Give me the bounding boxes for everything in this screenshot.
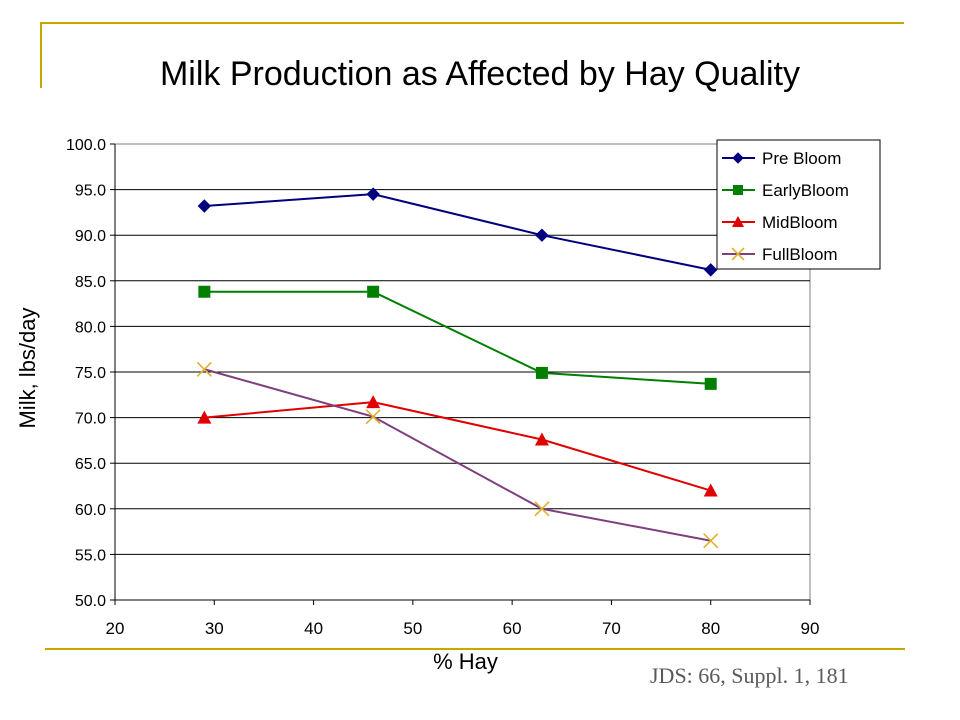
data-point-fullbloom (703, 533, 719, 549)
x-tick-label: 70 (602, 619, 621, 638)
x-marker-stroke (731, 247, 745, 261)
x-tick-label: 40 (304, 619, 323, 638)
x-tick-label: 60 (503, 619, 522, 638)
legend-item-earlybloom: EarlyBloom (722, 181, 849, 200)
data-point-earlybloom (367, 285, 380, 298)
x-tick-label: 50 (403, 619, 422, 638)
frame-bottom-line (45, 648, 905, 650)
y-tick-label: 90.0 (75, 228, 106, 245)
data-point-fullbloom (196, 361, 212, 377)
y-tick-label: 85.0 (75, 274, 106, 291)
data-point-earlybloom (535, 366, 548, 379)
data-point-midbloom (366, 395, 381, 409)
x-tick-label: 90 (801, 619, 820, 638)
frame-top-line (40, 22, 904, 24)
legend-label: MidBloom (762, 213, 838, 232)
legend-item-fullbloom: FullBloom (722, 245, 838, 264)
y-tick-label: 60.0 (75, 502, 106, 519)
legend-swatch-marker (733, 185, 743, 195)
x-tick-label: 20 (106, 619, 125, 638)
x-marker-stroke (365, 409, 381, 425)
slide-title: Milk Production as Affected by Hay Quali… (159, 55, 800, 93)
legend-swatch-marker (732, 216, 744, 227)
data-point-pre-bloom (704, 263, 718, 277)
series-pre-bloom (197, 187, 718, 277)
x-marker-stroke (196, 361, 212, 377)
citation-text: JDS: 66, Suppl. 1, 181 (650, 663, 849, 688)
data-point-midbloom (197, 410, 212, 424)
legend-item-pre-bloom: Pre Bloom (722, 149, 841, 168)
x-tick-label: 30 (205, 619, 224, 638)
x-tick-label: 80 (701, 619, 720, 638)
series-line-earlybloom (204, 290, 711, 385)
y-tick-label: 50.0 (75, 593, 106, 610)
legend-swatch-marker (732, 152, 744, 164)
data-point-earlybloom (198, 285, 211, 298)
legend-label: Pre Bloom (762, 149, 841, 168)
legend-swatch-marker (731, 247, 745, 261)
y-tick-label: 65.0 (75, 456, 106, 473)
y-tick-label: 70.0 (75, 411, 106, 428)
series-midbloom (197, 395, 718, 497)
data-point-midbloom (534, 432, 549, 446)
legend-item-midbloom: MidBloom (722, 213, 838, 232)
series-fullbloom (196, 361, 719, 549)
x-axis-title: % Hay (433, 649, 498, 674)
y-tick-label: 80.0 (75, 319, 106, 336)
data-point-pre-bloom (535, 228, 549, 242)
data-point-pre-bloom (366, 187, 380, 201)
series-earlybloom (198, 285, 717, 390)
data-point-earlybloom (704, 377, 717, 390)
y-tick-label: 95.0 (75, 183, 106, 200)
data-point-pre-bloom (197, 199, 212, 213)
x-marker-stroke (534, 501, 550, 517)
data-point-fullbloom (365, 409, 381, 425)
legend-box (716, 139, 881, 270)
data-point-midbloom (703, 483, 718, 497)
y-tick-label: 75.0 (75, 365, 106, 382)
x-marker-stroke (703, 533, 719, 549)
y-tick-label: 100.0 (66, 137, 106, 154)
y-tick-label: 55.0 (75, 547, 106, 564)
series-line-fullbloom (204, 368, 711, 542)
legend: Pre Bloom EarlyBloom MidBloom FullBloom (716, 139, 881, 270)
series-line-midbloom (204, 401, 712, 492)
series-line-pre-bloom (204, 193, 711, 271)
data-point-fullbloom (534, 501, 550, 517)
frame-left-line (40, 22, 42, 88)
y-axis-title: Milk, lbs/day (15, 307, 40, 428)
legend-label: FullBloom (762, 245, 838, 264)
legend-label: EarlyBloom (762, 181, 849, 200)
